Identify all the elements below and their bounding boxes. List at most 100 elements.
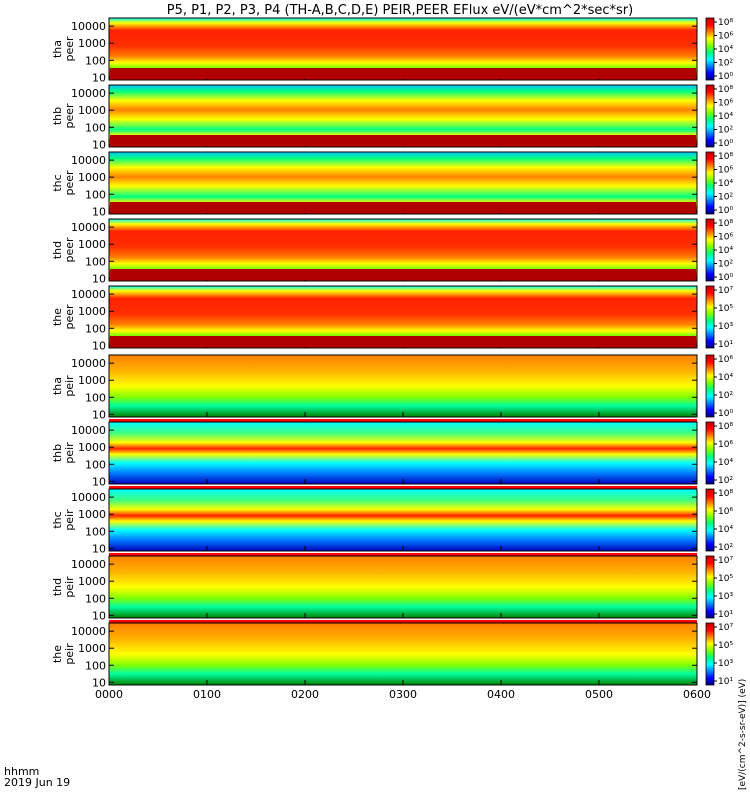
colorbar-thc-peer xyxy=(705,151,715,215)
y-tick-label: 100 xyxy=(85,458,106,471)
colorbar-tick-label: 10³ xyxy=(718,659,733,669)
colorbar-tick-label: 10⁶ xyxy=(718,440,733,450)
panel-label-thb-peer: thbpeer xyxy=(51,103,76,129)
panel-label-thc-peer: thcpeer xyxy=(51,170,76,196)
colorbar-thc-peir xyxy=(705,488,715,552)
panel-label-probe: thc xyxy=(51,511,64,528)
colorbar-thd-peir xyxy=(705,555,715,619)
panel-label-probe: tha xyxy=(51,377,64,395)
colorbar-tick-label: 10⁸ xyxy=(718,422,733,432)
separator-strip xyxy=(109,620,697,623)
colorbar-tick-label: 10⁴ xyxy=(718,246,733,256)
panel-label-thd-peir: thdpeir xyxy=(51,576,76,598)
panel-thd-peer: 10000 1000 100 10 thdpeer 10⁸ 10⁶ 10⁴ 10² 10⁰ xyxy=(51,218,733,285)
y-tick-label: 10 xyxy=(92,205,106,218)
panel-the-peir: 10000 1000 100 10 thepeir 10⁷ 10⁵ 10³ 10¹ xyxy=(51,622,733,689)
y-tick-label: 10 xyxy=(92,676,106,689)
colorbar-tick-label: 10⁰ xyxy=(718,139,733,149)
low-energy-band xyxy=(110,202,696,213)
panel-label-probe: thd xyxy=(51,241,64,259)
colorbar-tick-label: 10² xyxy=(718,391,733,401)
colorbar-tick-label: 10⁶ xyxy=(718,507,733,517)
x-label-date: 2019 Jun 19 xyxy=(4,776,70,789)
panel-thd-peir: 10000 1000 100 10 thdpeir 10⁷ 10⁵ 10³ 10¹ xyxy=(51,555,733,623)
colorbar-tick-label: 10³ xyxy=(718,322,733,332)
colorbar-tick-label: 10⁸ xyxy=(718,219,733,229)
colorbar-thb-peer xyxy=(705,84,715,148)
y-tick-label: 1000 xyxy=(78,305,106,318)
y-tick-label: 10000 xyxy=(71,491,106,504)
colorbar-thb-peir xyxy=(705,421,715,485)
panel-label-product: peir xyxy=(63,375,76,397)
y-tick-label: 10000 xyxy=(71,221,106,234)
colorbar-tick-label: 10⁴ xyxy=(718,458,733,468)
colorbar-tick-label: 10² xyxy=(718,476,733,486)
panel-label-product: peer xyxy=(63,304,76,330)
y-tick-label: 10000 xyxy=(71,357,106,370)
x-tick-label: 0500 xyxy=(585,688,613,701)
y-tick-label: 100 xyxy=(85,188,106,201)
colorbar-tick-label: 10² xyxy=(718,193,733,203)
panel-the-peer: 10000 1000 100 10 thepeer 10⁷ 10⁵ 10³ 10¹ xyxy=(51,285,733,352)
x-tick-label: 0000 xyxy=(95,688,123,701)
y-tick-label: 100 xyxy=(85,322,106,335)
panel-label-probe: the xyxy=(51,308,64,326)
separator-strip xyxy=(109,419,697,422)
y-tick-label: 100 xyxy=(85,54,106,67)
y-tick-label: 10 xyxy=(92,71,106,84)
colorbar-tick-label: 10⁰ xyxy=(718,273,733,283)
colorbar-tick-label: 10⁵ xyxy=(718,304,733,314)
y-tick-label: 1000 xyxy=(78,238,106,251)
separator-strip xyxy=(109,486,697,489)
colorbar-tick-label: 10² xyxy=(718,59,733,69)
y-tick-label: 1000 xyxy=(78,37,106,50)
y-tick-label: 100 xyxy=(85,525,106,538)
y-tick-label: 10 xyxy=(92,475,106,488)
spectrogram-thc-peir xyxy=(109,489,697,551)
y-tick-label: 10000 xyxy=(71,424,106,437)
panel-tha-peer: 10000 1000 100 10 thapeer 10⁸ 10⁶ 10⁴ 10² 10⁰ xyxy=(51,17,733,84)
colorbar-tick-label: 10⁵ xyxy=(718,641,733,651)
panel-tha-peir: 10000 1000 100 10 thapeir 10⁶ 10⁴ 10² 10⁰ xyxy=(51,354,733,422)
colorbar-tick-label: 10⁸ xyxy=(718,85,733,95)
y-tick-label: 10000 xyxy=(71,558,106,571)
colorbar-tick-label: 10¹ xyxy=(718,610,733,620)
panel-label-probe: thb xyxy=(51,444,64,462)
spectrogram-thb-peir xyxy=(109,422,697,484)
y-tick-label: 10000 xyxy=(71,288,106,301)
colorbar-tick-label: 10¹ xyxy=(718,677,733,687)
colorbar-tha-peir xyxy=(705,354,715,418)
x-label-hhmm: hhmm xyxy=(4,765,39,778)
panel-label-thc-peir: thcpeir xyxy=(51,509,76,531)
colorbar-tick-label: 10⁰ xyxy=(718,409,733,419)
panel-label-probe: the xyxy=(51,645,64,663)
y-tick-label: 10 xyxy=(92,138,106,151)
y-tick-label: 1000 xyxy=(78,642,106,655)
panel-label-tha-peir: thapeir xyxy=(51,375,76,397)
panel-label-product: peir xyxy=(63,643,76,665)
colorbar-tick-label: 10⁰ xyxy=(718,206,733,216)
colorbar-tick-label: 10⁴ xyxy=(718,112,733,122)
x-tick-label: 0600 xyxy=(683,688,711,701)
colorbar-tha-peer xyxy=(705,17,715,81)
panel-label-probe: tha xyxy=(51,40,64,58)
colorbar-tick-label: 10⁷ xyxy=(718,556,733,566)
y-tick-label: 1000 xyxy=(78,508,106,521)
panel-label-thd-peer: thdpeer xyxy=(51,237,76,263)
colorbar-tick-label: 10⁷ xyxy=(718,286,733,296)
colorbar-tick-label: 10² xyxy=(718,126,733,136)
y-tick-label: 10 xyxy=(92,272,106,285)
low-energy-band xyxy=(110,269,696,280)
colorbar-tick-label: 10⁴ xyxy=(718,373,733,383)
panel-label-probe: thb xyxy=(51,107,64,125)
colorbar-tick-label: 10⁴ xyxy=(718,45,733,55)
low-energy-band xyxy=(110,68,696,79)
colorbar-tick-label: 10⁴ xyxy=(718,179,733,189)
panel-label-probe: thc xyxy=(51,174,64,191)
colorbar-tick-label: 10³ xyxy=(718,592,733,602)
panel-thc-peir: 10000 1000 100 10 thcpeir 10⁸ 10⁶ 10⁴ 10² xyxy=(51,488,733,556)
y-tick-label: 1000 xyxy=(78,575,106,588)
x-tick-label: 0200 xyxy=(291,688,319,701)
y-tick-label: 10 xyxy=(92,542,106,555)
